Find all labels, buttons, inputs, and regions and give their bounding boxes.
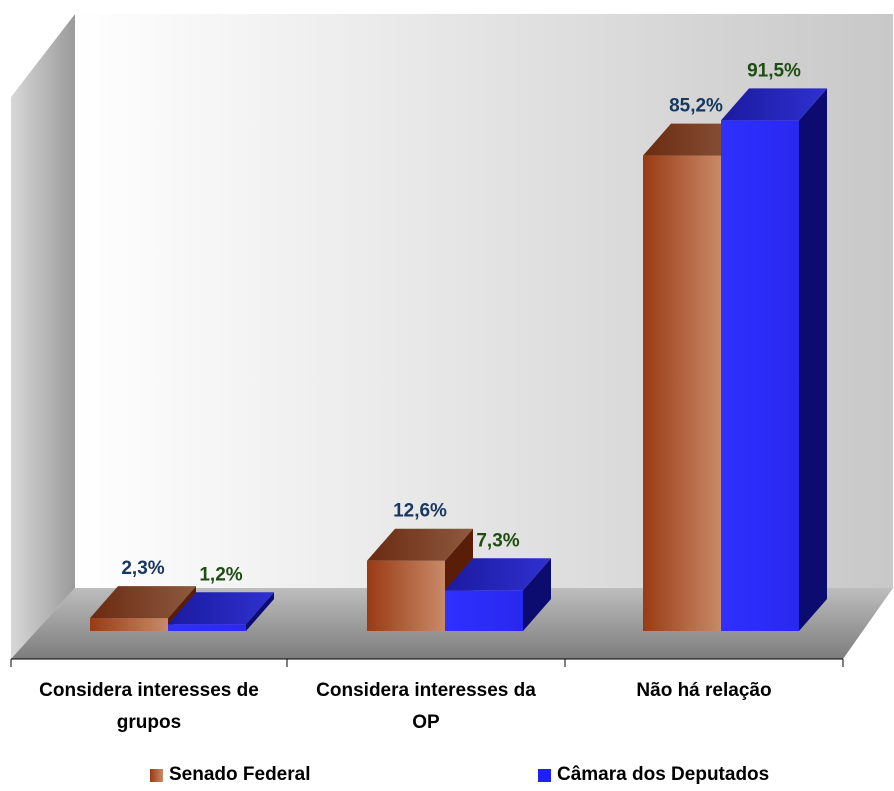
legend-item-senado: Senado Federal bbox=[150, 764, 311, 786]
category-label: Considera interesses de bbox=[39, 680, 259, 701]
legend-label-camara: Câmara dos Deputados bbox=[557, 764, 770, 785]
bar-camara-0-front bbox=[168, 624, 246, 631]
bar-senado-1-top bbox=[367, 528, 473, 561]
bar-senado-0-front bbox=[90, 618, 168, 631]
legend-item-camara: Câmara dos Deputados bbox=[538, 764, 769, 786]
bar-camara-2-side bbox=[799, 88, 827, 632]
bar-camara-2-front bbox=[721, 120, 799, 632]
category-label: OP bbox=[412, 712, 440, 733]
bar-camara-2-top bbox=[721, 88, 827, 121]
bar-camara-0-side bbox=[246, 592, 274, 631]
bar-senado-1-front bbox=[367, 560, 445, 631]
data-label: 7,3% bbox=[476, 530, 519, 551]
bar-camara-1-front bbox=[445, 590, 523, 631]
data-label: 12,6% bbox=[393, 501, 447, 522]
legend-swatch-senado bbox=[150, 768, 163, 782]
data-label: 85,2% bbox=[669, 96, 723, 117]
bar-senado-0-top bbox=[90, 586, 196, 619]
data-label: 1,2% bbox=[199, 564, 242, 585]
data-label: 2,3% bbox=[121, 558, 164, 579]
side-wall bbox=[11, 14, 75, 659]
category-label: grupos bbox=[117, 712, 181, 733]
legend-swatch-camara bbox=[538, 768, 551, 782]
bar-camara-1-side bbox=[523, 558, 551, 631]
bar-senado-2-front bbox=[643, 155, 721, 632]
data-label: 91,5% bbox=[747, 60, 801, 81]
bar-camara-1-top bbox=[445, 558, 551, 591]
category-label: Não há relação bbox=[636, 680, 771, 701]
legend-label-senado: Senado Federal bbox=[169, 764, 311, 785]
bar-camara-0-top bbox=[168, 592, 274, 625]
category-label: Considera interesses da bbox=[316, 680, 536, 701]
